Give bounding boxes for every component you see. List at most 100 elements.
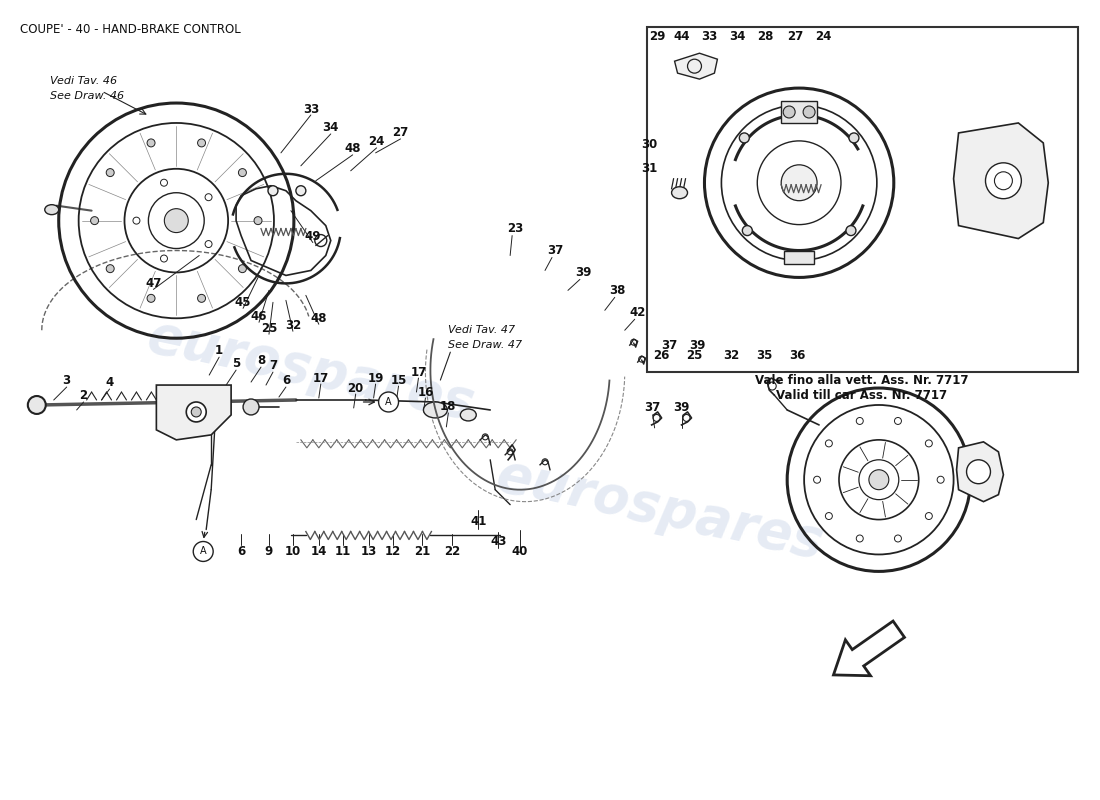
Text: 12: 12 (384, 545, 400, 558)
Text: 37: 37 (661, 338, 678, 352)
Ellipse shape (28, 396, 46, 414)
Text: Valid till car Ass. Nr. 7717: Valid till car Ass. Nr. 7717 (777, 389, 947, 402)
Text: 20: 20 (348, 382, 364, 394)
Text: COUPE' - 40 - HAND-BRAKE CONTROL: COUPE' - 40 - HAND-BRAKE CONTROL (20, 23, 241, 36)
Ellipse shape (239, 169, 246, 177)
Text: 15: 15 (390, 374, 407, 386)
Text: 1: 1 (216, 344, 223, 357)
Ellipse shape (191, 407, 201, 417)
Text: 4: 4 (106, 375, 113, 389)
Text: 11: 11 (334, 545, 351, 558)
Ellipse shape (147, 294, 155, 302)
Ellipse shape (164, 209, 188, 233)
Text: 42: 42 (629, 306, 646, 319)
Text: 22: 22 (444, 545, 461, 558)
Bar (784, 250, 814, 265)
Ellipse shape (378, 392, 398, 412)
Text: 32: 32 (285, 318, 301, 332)
Text: 46: 46 (251, 310, 267, 322)
Text: 8: 8 (257, 354, 265, 366)
Ellipse shape (268, 186, 278, 196)
Ellipse shape (45, 205, 58, 214)
Text: 26: 26 (653, 349, 670, 362)
Text: 25: 25 (261, 322, 277, 334)
Text: 48: 48 (310, 312, 327, 325)
Ellipse shape (198, 139, 206, 147)
Text: 41: 41 (470, 515, 486, 528)
Ellipse shape (783, 106, 795, 118)
Text: 29: 29 (649, 30, 666, 42)
Text: Vedi Tav. 47: Vedi Tav. 47 (449, 326, 516, 335)
Text: 16: 16 (417, 386, 433, 398)
Ellipse shape (198, 294, 206, 302)
Ellipse shape (186, 402, 206, 422)
Ellipse shape (846, 226, 856, 235)
Text: 5: 5 (232, 357, 240, 370)
Text: A: A (385, 397, 392, 407)
Text: 24: 24 (815, 30, 832, 42)
Text: Vale fino alla vett. Ass. Nr. 7717: Vale fino alla vett. Ass. Nr. 7717 (756, 374, 969, 386)
Ellipse shape (107, 169, 114, 177)
Text: 45: 45 (234, 296, 251, 309)
Text: 17: 17 (312, 371, 329, 385)
Text: A: A (200, 546, 207, 557)
Text: 17: 17 (410, 366, 427, 378)
Text: 33: 33 (302, 102, 319, 115)
Text: 34: 34 (322, 122, 339, 134)
Text: 21: 21 (415, 545, 430, 558)
Ellipse shape (424, 402, 448, 418)
Text: 13: 13 (361, 545, 377, 558)
Ellipse shape (239, 265, 246, 273)
Ellipse shape (243, 399, 258, 415)
Ellipse shape (147, 139, 155, 147)
Text: 31: 31 (641, 162, 658, 175)
Text: 36: 36 (789, 349, 805, 362)
Ellipse shape (194, 542, 213, 562)
Ellipse shape (742, 226, 752, 235)
Ellipse shape (672, 186, 688, 198)
Bar (781, 101, 817, 123)
Text: 10: 10 (285, 545, 301, 558)
Polygon shape (156, 385, 231, 440)
Text: 28: 28 (757, 30, 773, 42)
Text: 39: 39 (690, 338, 706, 352)
Polygon shape (674, 54, 717, 79)
Text: 2: 2 (79, 389, 88, 402)
Ellipse shape (803, 106, 815, 118)
Text: 14: 14 (310, 545, 327, 558)
Text: 38: 38 (609, 284, 626, 297)
Text: 27: 27 (393, 126, 408, 139)
Text: 23: 23 (507, 222, 524, 235)
Text: 6: 6 (282, 374, 290, 386)
Text: 19: 19 (367, 371, 384, 385)
Text: 27: 27 (786, 30, 803, 42)
Text: 33: 33 (702, 30, 717, 42)
Text: See Draw. 47: See Draw. 47 (449, 340, 522, 350)
Polygon shape (957, 442, 1003, 502)
Ellipse shape (296, 186, 306, 196)
Text: 47: 47 (145, 277, 162, 290)
Text: 18: 18 (440, 401, 456, 414)
Text: 25: 25 (686, 349, 703, 362)
Text: 32: 32 (723, 349, 739, 362)
Polygon shape (954, 123, 1048, 238)
Ellipse shape (90, 217, 99, 225)
Text: 34: 34 (729, 30, 746, 42)
Ellipse shape (986, 163, 1022, 198)
Ellipse shape (460, 409, 476, 421)
Text: 44: 44 (673, 30, 690, 42)
Bar (647, 27, 1078, 372)
Text: 49: 49 (305, 230, 321, 243)
Ellipse shape (869, 470, 889, 490)
Text: 37: 37 (547, 244, 563, 257)
Text: 39: 39 (574, 266, 591, 279)
Text: Vedi Tav. 46: Vedi Tav. 46 (50, 76, 117, 86)
Text: eurospares: eurospares (492, 450, 828, 570)
Ellipse shape (849, 133, 859, 143)
Text: 37: 37 (645, 402, 661, 414)
Text: 35: 35 (756, 349, 772, 362)
Ellipse shape (107, 265, 114, 273)
Text: See Draw. 46: See Draw. 46 (50, 91, 124, 101)
Text: 48: 48 (344, 142, 361, 155)
Ellipse shape (739, 133, 749, 143)
